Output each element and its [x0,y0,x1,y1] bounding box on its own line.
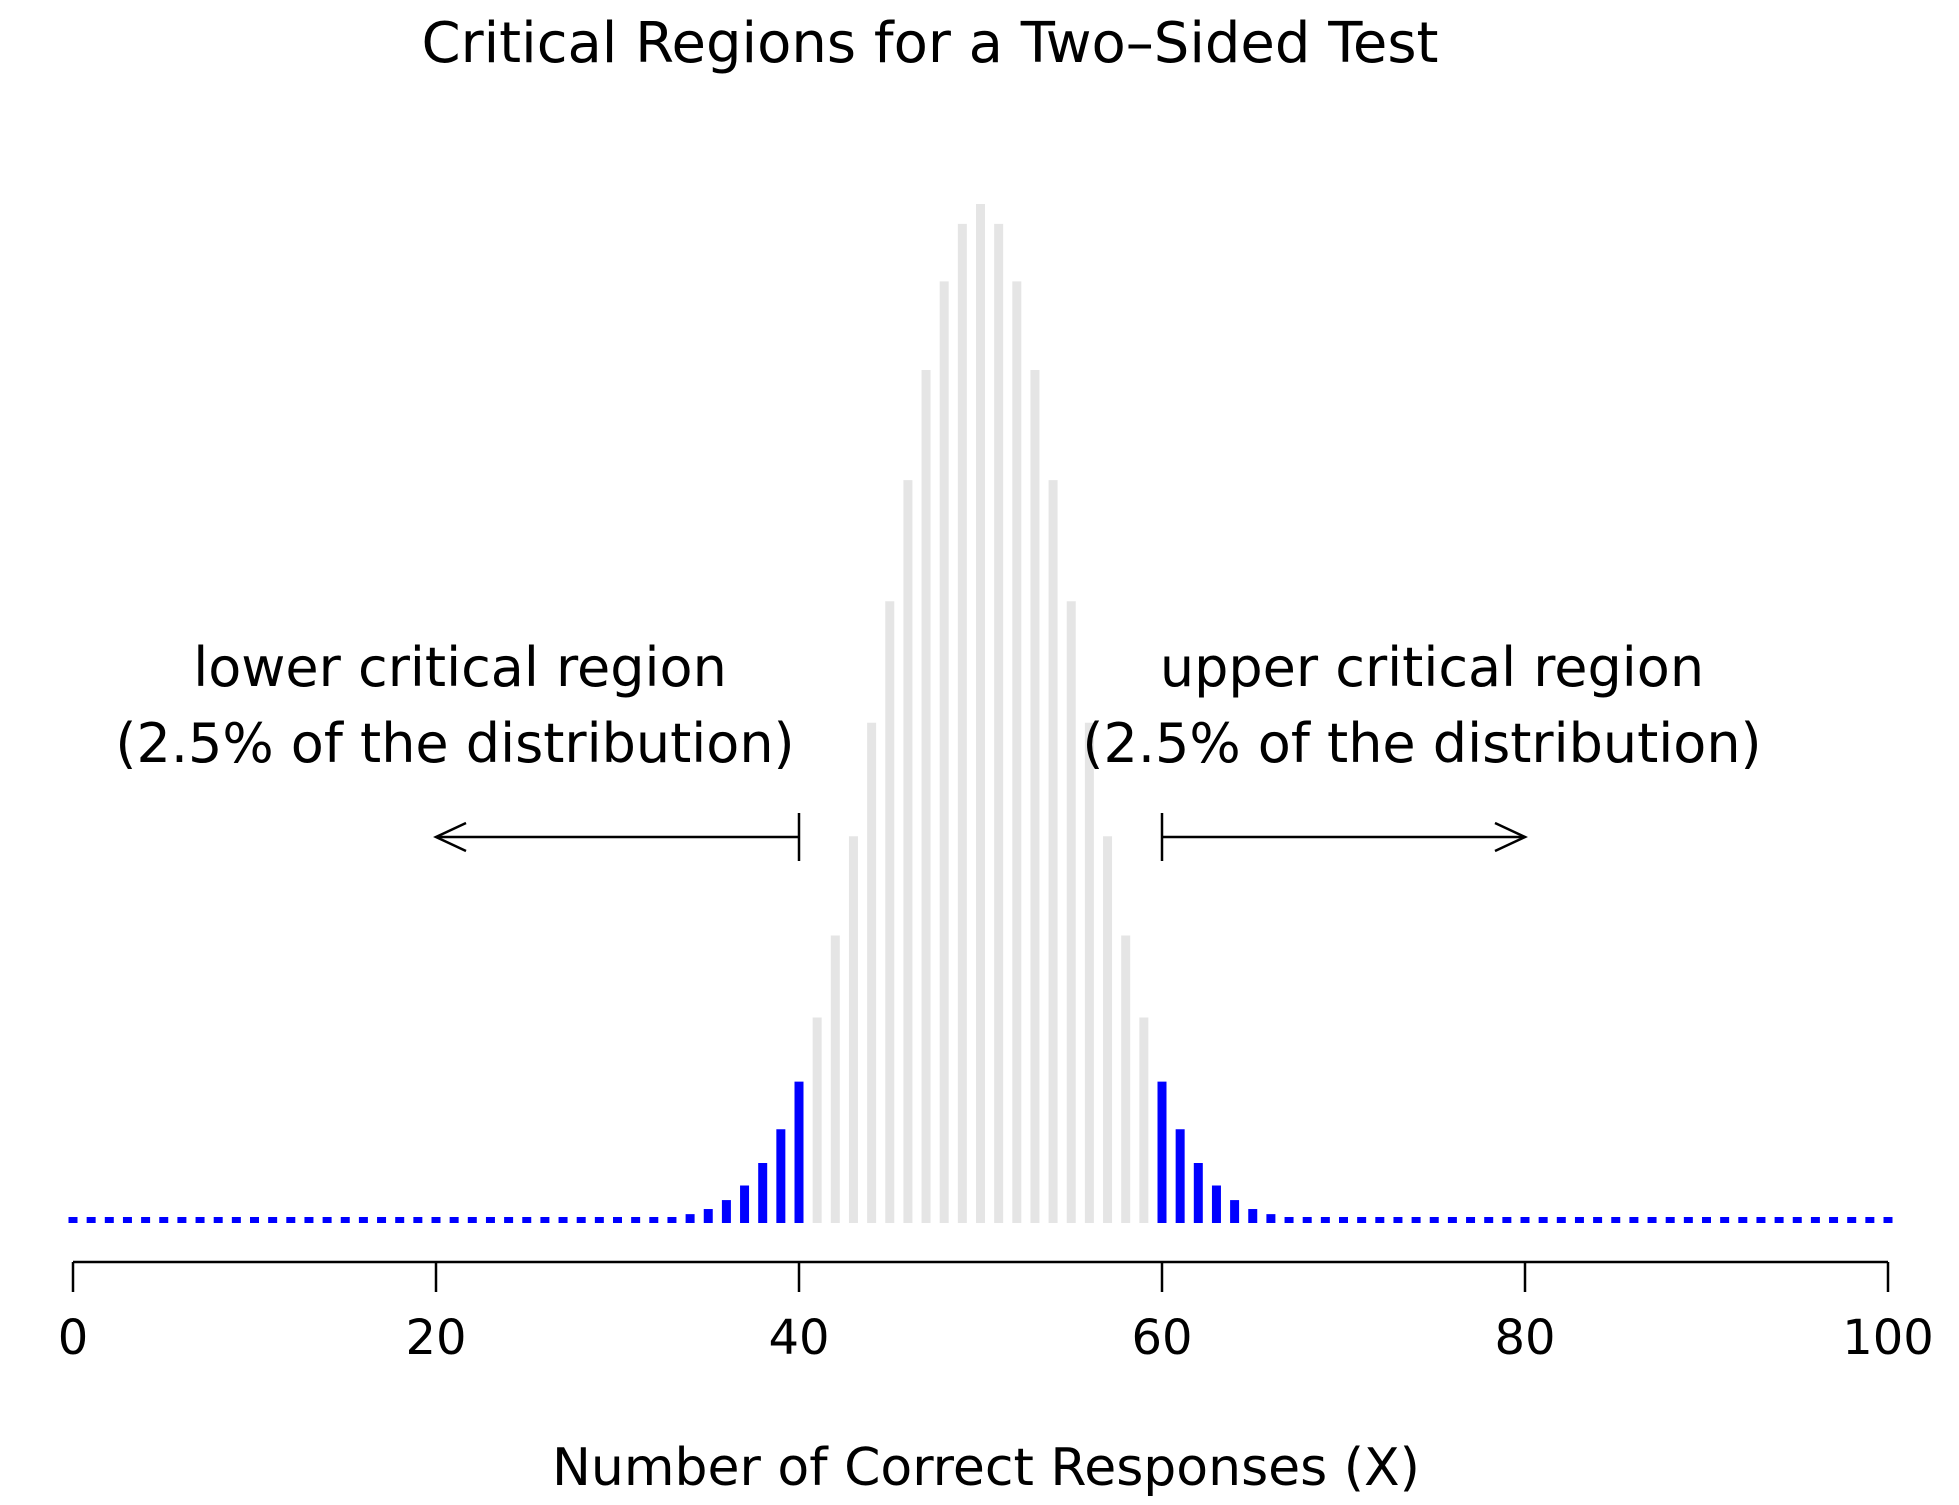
x-tick-label-60: 60 [1131,1310,1192,1366]
x-tick-label-80: 80 [1494,1310,1555,1366]
x-axis-label: Number of Correct Responses (X) [552,1438,1420,1498]
lower-region-arrow-head [433,821,467,853]
annotations-group: lower critical region (2.5% of the distr… [115,636,1762,861]
x-tick-label-0: 0 [58,1310,89,1366]
upper-region-label-line2: (2.5% of the distribution) [1082,712,1761,775]
chart-title: Critical Regions for a Two–Sided Test [422,11,1439,76]
upper-region-arrow-head [1494,821,1528,853]
x-tick-label-40: 40 [768,1310,829,1366]
bars-group [68,204,1893,1223]
lower-region-label-line2: (2.5% of the distribution) [115,712,794,775]
upper-region-label-line1: upper critical region [1160,636,1704,699]
x-tick-label-100: 100 [1842,1310,1934,1366]
x-tick-label-20: 20 [405,1310,466,1366]
lower-region-label-line1: lower critical region [193,636,727,699]
x-axis: 0 20 40 60 80 100 [58,1260,1934,1366]
